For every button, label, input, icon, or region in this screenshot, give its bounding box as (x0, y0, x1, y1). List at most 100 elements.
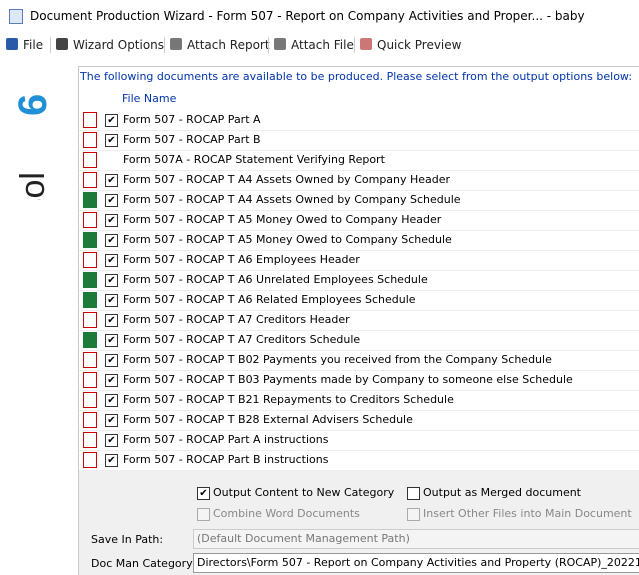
option-label: Combine Word Documents (213, 507, 360, 520)
excel-icon (83, 272, 97, 288)
excel-icon (83, 232, 97, 248)
text-field[interactable]: Directors\Form 507 - Report on Company A… (193, 553, 639, 573)
checkbox[interactable]: ✔ (197, 487, 210, 500)
pdf-icon (83, 392, 97, 408)
list-row: ✔ Form 507 - ROCAP Part A instructions (79, 430, 639, 451)
list-row: ✔ Form 507 - ROCAP T B02 Payments you rec… (79, 350, 639, 371)
checkbox[interactable]: ✔ (105, 414, 118, 427)
separator (50, 37, 51, 53)
file-name: Form 507 - ROCAP Part B (123, 133, 261, 146)
list-row: ✔ Form 507 - ROCAP T B28 External Adviser… (79, 410, 639, 431)
checkbox[interactable]: ✔ (105, 294, 118, 307)
pdf-icon (83, 212, 97, 228)
list-row: ✔ Form 507 - ROCAP T A7 Creditors Schedul… (79, 330, 639, 351)
separator (164, 37, 165, 53)
file-name: Form 507 - ROCAP Part A (123, 113, 261, 126)
file-name: Form 507 - ROCAP T B03 Payments made by … (123, 373, 573, 386)
logo-graphic: insol 6 (11, 94, 55, 242)
checkbox[interactable]: ✔ (105, 374, 118, 387)
title-bar: Document Production Wizard - Form 507 - … (0, 0, 639, 32)
file-name: Form 507 - ROCAP T A6 Related Employees … (123, 293, 416, 306)
option-label: Output Content to New Category (213, 486, 395, 499)
file-name: Form 507 - ROCAP T A7 Creditors Schedule (123, 333, 361, 346)
file-name: Form 507 - ROCAP T A6 Unrelated Employee… (123, 273, 428, 286)
options-panel: ✔ Output Content to New Category Output as… (78, 471, 639, 575)
checkbox[interactable] (407, 487, 420, 500)
list-row: ✔ Form 507 - ROCAP T A7 Creditors Header (79, 310, 639, 331)
file-name: Form 507 - ROCAP T A4 Assets Owned by Co… (123, 193, 461, 206)
window-title: Document Production Wizard - Form 507 - … (30, 9, 585, 23)
list-row: ✔ Form 507 - ROCAP T A5 Money Owed to Com… (79, 230, 639, 251)
checkbox[interactable]: ✔ (105, 454, 118, 467)
separator (268, 37, 269, 53)
excel-icon (83, 332, 97, 348)
checkbox (197, 508, 210, 521)
toolbar-icon (360, 38, 372, 50)
app-icon (9, 9, 23, 24)
logo: insol 6 (0, 60, 76, 575)
list-row: ✔ Form 507 - ROCAP Part A (79, 110, 639, 131)
file-name: Form 507A - ROCAP Statement Verifying Re… (123, 153, 385, 166)
pdf-icon (83, 352, 97, 368)
checkbox[interactable]: ✔ (105, 314, 118, 327)
pdf-icon (83, 112, 97, 128)
file-name: Form 507 - ROCAP T B28 External Advisers… (123, 413, 413, 426)
checkbox[interactable]: ✔ (105, 234, 118, 247)
pdf-icon (83, 432, 97, 448)
checkbox[interactable]: ✔ (105, 434, 118, 447)
toolbar-icon (56, 38, 68, 50)
checkbox[interactable]: ✔ (105, 394, 118, 407)
file-name: Form 507 - ROCAP T A4 Assets Owned by Co… (123, 173, 451, 186)
list-row: Form 507A - ROCAP Statement Verifying Re… (79, 150, 639, 171)
field-label: Save In Path: (91, 533, 164, 546)
list-row: ✔ Form 507 - ROCAP T A5 Money Owed to Com… (79, 210, 639, 231)
file-name: Form 507 - ROCAP T A7 Creditors Header (123, 313, 350, 326)
pdf-icon (83, 452, 97, 468)
checkbox[interactable]: ✔ (105, 274, 118, 287)
pdf-icon (83, 152, 97, 168)
toolbar-button[interactable]: File (23, 38, 44, 52)
option-label: Insert Other Files into Main Document (423, 507, 632, 520)
list-row: ✔ Form 507 - ROCAP T B03 Payments made by… (79, 370, 639, 391)
list-row: ✔ Form 507 - ROCAP T A4 Assets Owned by C… (79, 170, 639, 191)
field-label: Doc Man Category: (91, 557, 196, 570)
file-name: Form 507 - ROCAP T B02 Payments you rece… (123, 353, 552, 366)
list-row: ✔ Form 507 - ROCAP Part B instructions (79, 450, 639, 471)
checkbox[interactable]: ✔ (105, 134, 118, 147)
pdf-icon (83, 252, 97, 268)
document-list: ✔ Form 507 - ROCAP Part A ✔ Form 507 - ROCA… (78, 66, 639, 471)
list-row: ✔ Form 507 - ROCAP Part B (79, 130, 639, 151)
checkbox[interactable]: ✔ (105, 334, 118, 347)
toolbar-button[interactable]: Attach Report (187, 38, 270, 52)
logo-text: insol (14, 172, 52, 200)
excel-icon (83, 192, 97, 208)
pdf-icon (83, 372, 97, 388)
checkbox[interactable]: ✔ (105, 174, 118, 187)
file-name: Form 507 - ROCAP T A5 Money Owed to Comp… (123, 233, 452, 246)
list-row: ✔ Form 507 - ROCAP T A6 Unrelated Employe… (79, 270, 639, 291)
checkbox[interactable]: ✔ (105, 194, 118, 207)
pdf-icon (83, 312, 97, 328)
instruction: The following documents are available to… (80, 70, 633, 83)
column-header: File Name (122, 92, 177, 105)
toolbar-button[interactable]: Quick Preview (377, 38, 462, 52)
toolbar-icon (274, 38, 286, 50)
file-name: Form 507 - ROCAP Part B instructions (123, 453, 329, 466)
toolbar-button[interactable]: Attach File (291, 38, 354, 52)
toolbar-button[interactable]: Wizard Options (73, 38, 165, 52)
list-row: ✔ Form 507 - ROCAP T B21 Repayments to Cr… (79, 390, 639, 411)
checkbox[interactable]: ✔ (105, 114, 118, 127)
checkbox[interactable]: ✔ (105, 254, 118, 267)
file-name: Form 507 - ROCAP T A5 Money Owed to Comp… (123, 213, 442, 226)
list-row: ✔ Form 507 - ROCAP T A6 Employees Header (79, 250, 639, 271)
checkbox[interactable]: ✔ (105, 214, 118, 227)
file-name: Form 507 - ROCAP T B21 Repayments to Cre… (123, 393, 454, 406)
list-row: ✔ Form 507 - ROCAP T A4 Assets Owned by C… (79, 190, 639, 211)
checkbox (407, 508, 420, 521)
pdf-icon (83, 412, 97, 428)
text-field: (Default Document Management Path) (193, 529, 639, 549)
checkbox[interactable]: ✔ (105, 354, 118, 367)
pdf-icon (83, 172, 97, 188)
toolbar: File Wizard Options Attach Report Attach Fi… (0, 34, 639, 56)
